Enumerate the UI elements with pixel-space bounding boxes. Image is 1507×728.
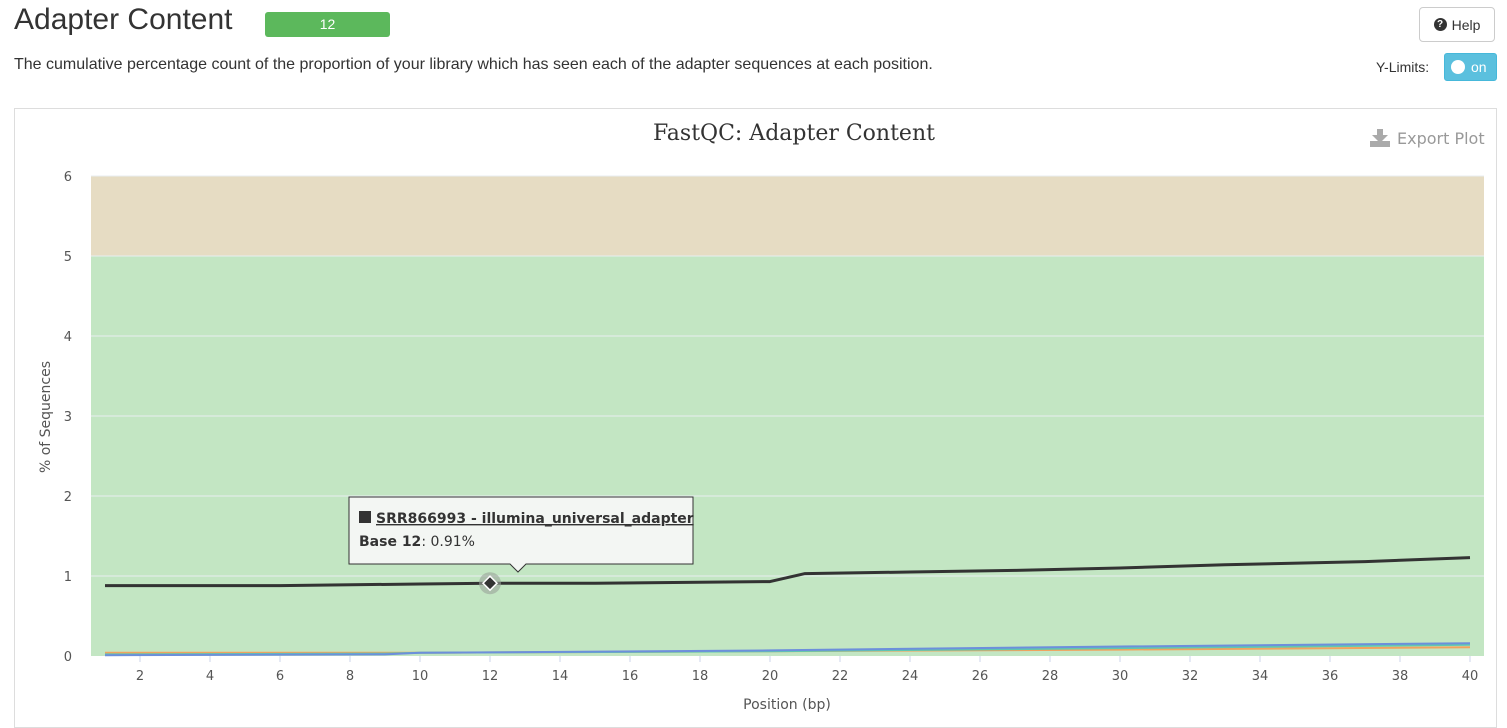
help-label: Help xyxy=(1451,16,1481,33)
x-tick-label: 10 xyxy=(412,669,429,684)
x-tick-label: 14 xyxy=(552,669,569,684)
ylimits-toggle-label: on xyxy=(1471,59,1487,75)
x-tick-label: 20 xyxy=(762,669,779,684)
plot-band-0 xyxy=(91,256,1484,656)
tooltip-series-name: SRR866993 - illumina_universal_adapter xyxy=(376,511,694,527)
x-tick-label: 4 xyxy=(206,669,214,684)
x-tick-label: 36 xyxy=(1322,669,1339,684)
x-axis-title: Position (bp) xyxy=(743,697,831,713)
y-tick-label: 5 xyxy=(64,250,72,265)
hover-point-marker xyxy=(481,575,499,592)
export-plot-button[interactable]: Export Plot xyxy=(1370,129,1485,148)
x-tick-label: 18 xyxy=(692,669,709,684)
page-title: Adapter Content xyxy=(14,3,233,36)
x-tick-label: 8 xyxy=(346,669,354,684)
plot-band-1 xyxy=(91,176,1484,256)
series-line xyxy=(105,556,1471,588)
y-tick-label: 1 xyxy=(64,570,72,585)
x-tick-label: 34 xyxy=(1252,669,1269,684)
help-button[interactable]: ? Help xyxy=(1419,7,1495,42)
y-tick-label: 6 xyxy=(64,170,72,185)
download-icon xyxy=(1370,129,1390,147)
tooltip-label: Base 12 xyxy=(359,534,421,550)
series-line xyxy=(104,642,1471,657)
ylimits-toggle[interactable]: on xyxy=(1444,53,1497,81)
x-tick-label: 26 xyxy=(972,669,989,684)
y-axis-title: % of Sequences xyxy=(38,361,54,473)
y-tick-label: 2 xyxy=(64,490,72,505)
x-tick-label: 12 xyxy=(482,669,499,684)
x-tick-label: 2 xyxy=(136,669,144,684)
section-description: The cumulative percentage count of the p… xyxy=(14,56,933,73)
x-tick-label: 24 xyxy=(902,669,919,684)
sample-count-badge: 12 xyxy=(265,12,390,37)
tooltip: SRR866993 - illumina_universal_adapter B… xyxy=(348,496,694,573)
tooltip-value-line: Base 12: 0.91% xyxy=(359,534,475,550)
x-tick-label: 28 xyxy=(1042,669,1059,684)
tooltip-value: : 0.91% xyxy=(421,534,475,550)
x-tick-label: 32 xyxy=(1182,669,1199,684)
series-color-swatch xyxy=(359,511,371,523)
x-tick-label: 40 xyxy=(1462,669,1479,684)
x-tick-label: 6 xyxy=(276,669,284,684)
x-tick-label: 30 xyxy=(1112,669,1129,684)
export-plot-label: Export Plot xyxy=(1397,129,1485,148)
y-tick-label: 4 xyxy=(64,330,72,345)
y-tick-label: 0 xyxy=(64,650,72,665)
toggle-knob xyxy=(1451,60,1465,74)
question-circle-icon: ? xyxy=(1433,18,1447,31)
x-tick-label: 38 xyxy=(1392,669,1409,684)
ylimits-label: Y-Limits: xyxy=(1376,59,1430,75)
x-tick-label: 16 xyxy=(622,669,639,684)
x-tick-label: 22 xyxy=(832,669,849,684)
y-tick-label: 3 xyxy=(64,410,72,425)
chart-title: FastQC: Adapter Content xyxy=(653,121,935,146)
tooltip-box xyxy=(348,496,694,573)
